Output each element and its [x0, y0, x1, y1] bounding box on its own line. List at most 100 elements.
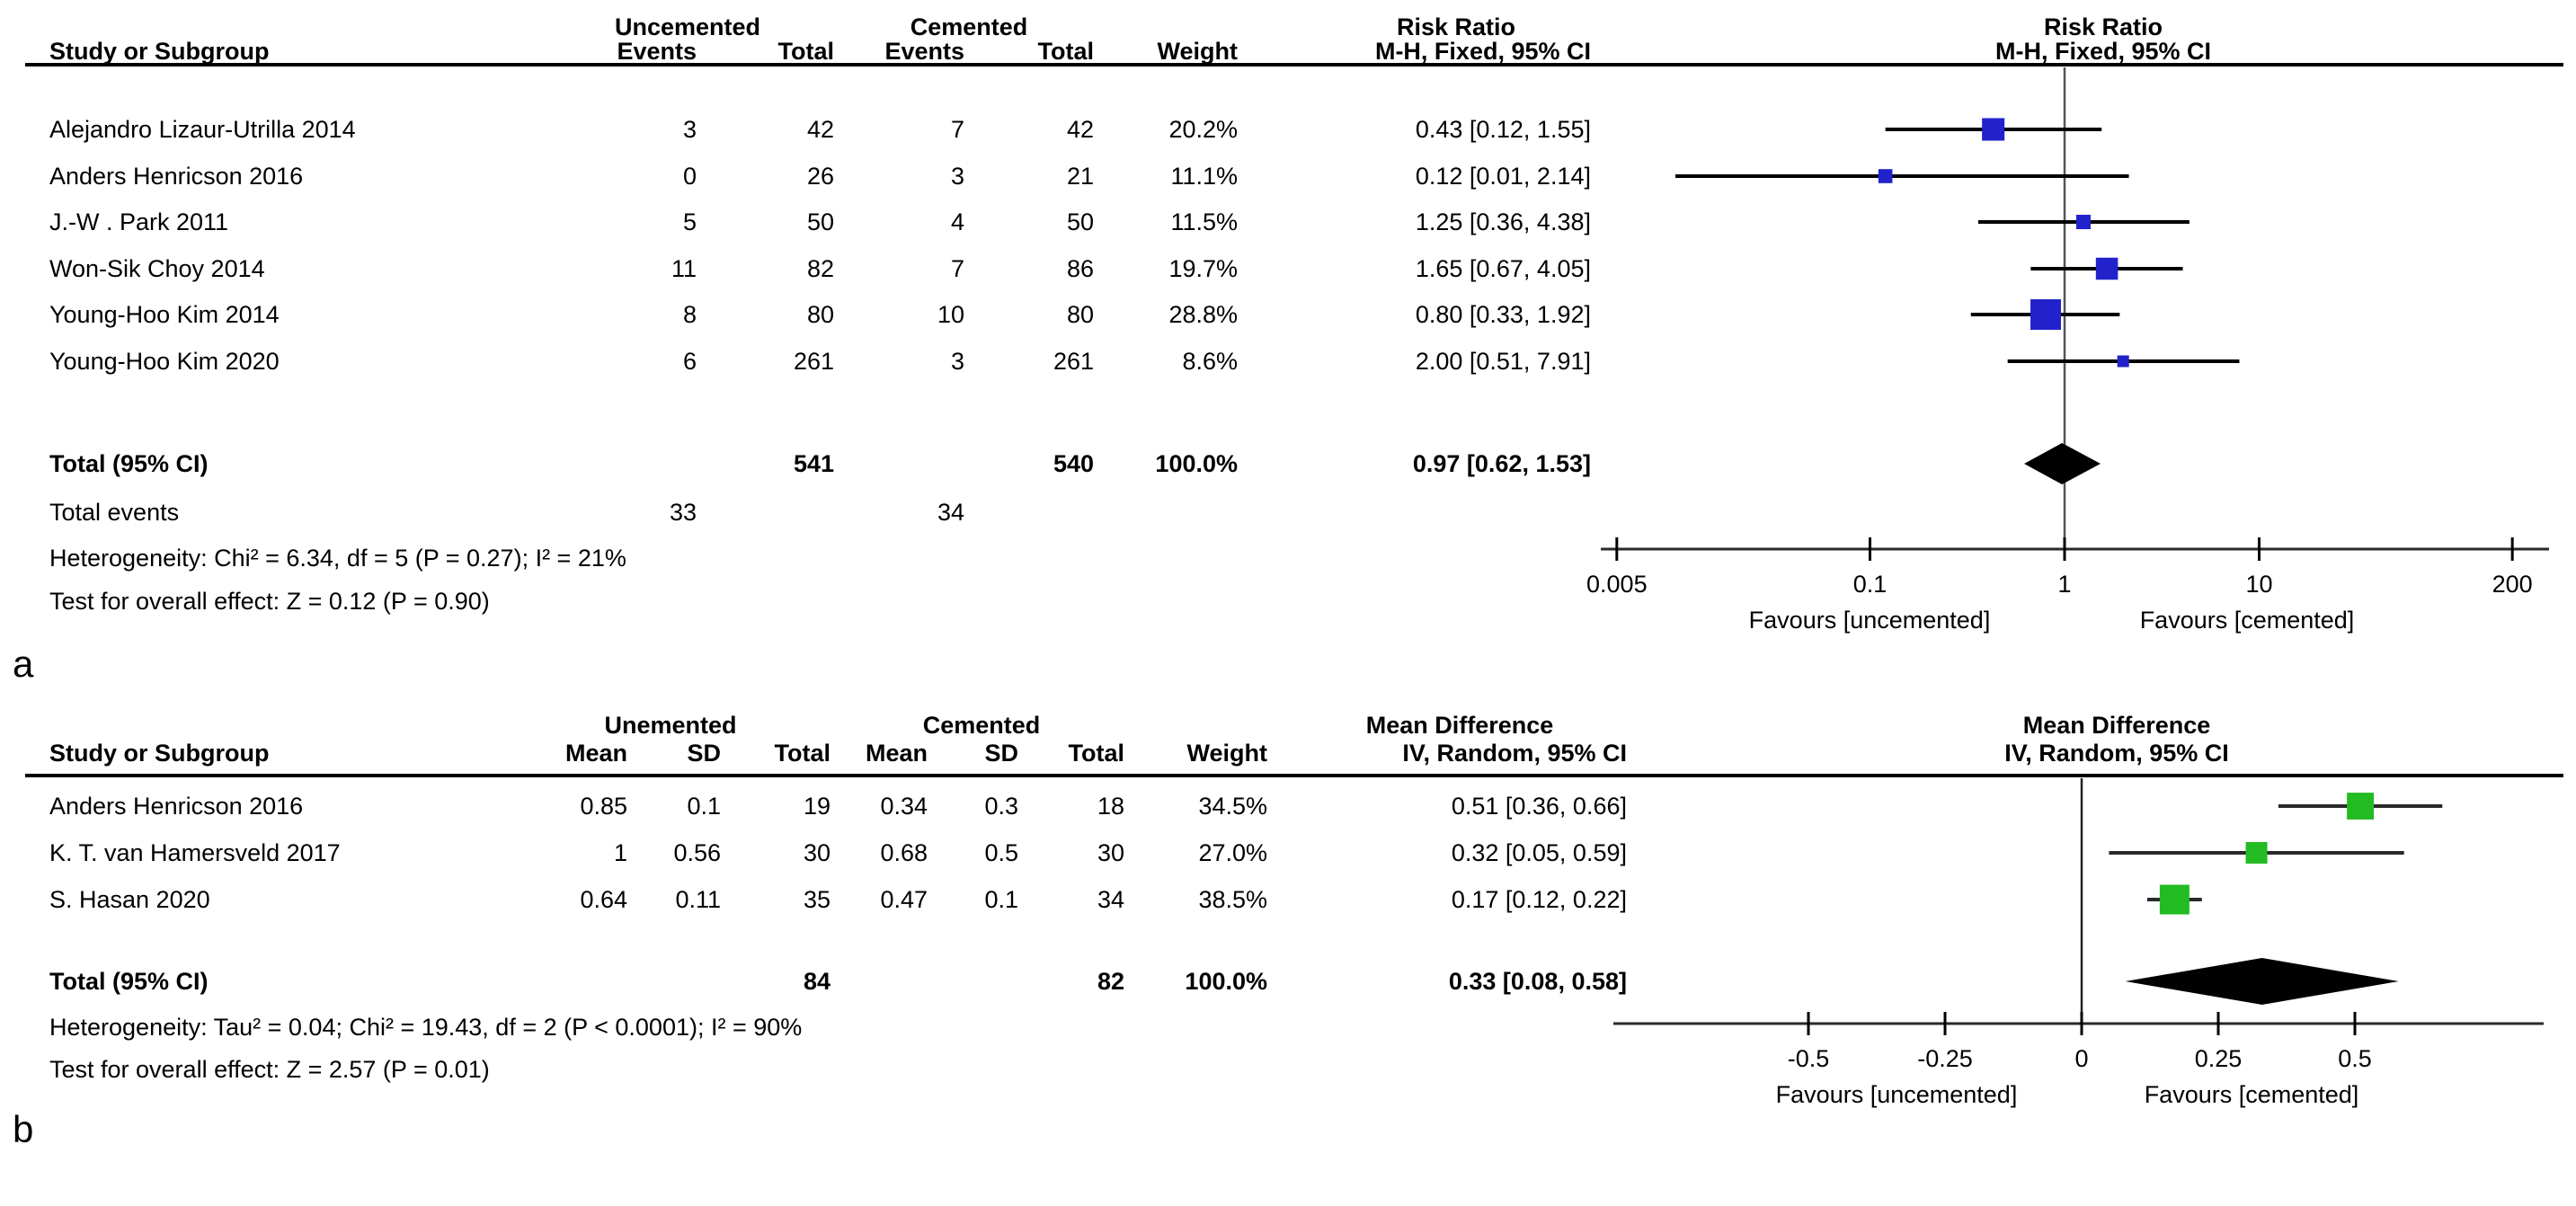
column-header: Total — [774, 740, 831, 767]
table-cell: 38.5% — [1198, 886, 1267, 913]
axis-tick-label: 0.5 — [2338, 1045, 2372, 1072]
table-cell: 1.65 [0.67, 4.05] — [1415, 255, 1591, 282]
axis-tick-label: 0.25 — [2194, 1045, 2243, 1072]
total-label: Total (95% CI) — [49, 450, 209, 477]
column-header: SD — [687, 740, 721, 767]
table-cell: 82 — [806, 255, 834, 282]
table-cell: 2.00 [0.51, 7.91] — [1415, 348, 1591, 375]
group-header: Risk Ratio — [1396, 13, 1516, 40]
favours-left-label: Favours [uncemented] — [1748, 607, 1991, 634]
column-header: IV, Random, 95% CI — [1402, 740, 1627, 767]
total-cell: 84 — [803, 968, 831, 995]
table-cell: 30 — [803, 839, 831, 866]
table-cell: 34 — [1097, 886, 1124, 913]
study-name: Won-Sik Choy 2014 — [49, 255, 265, 282]
table-cell: 26 — [806, 163, 834, 190]
table-cell: 35 — [803, 886, 831, 913]
total-cell: 100.0% — [1185, 968, 1267, 995]
table-cell: 0.3 — [984, 793, 1018, 820]
forest-square — [1982, 118, 2005, 141]
column-header: Weight — [1186, 740, 1268, 767]
group-header: Mean Difference — [1365, 712, 1554, 739]
forest-square — [2245, 842, 2268, 864]
table-cell: 0.34 — [880, 793, 928, 820]
study-name: Young-Hoo Kim 2014 — [49, 301, 280, 328]
column-header: Events — [617, 38, 697, 65]
column-header: Total — [1037, 38, 1095, 65]
table-cell: 4 — [950, 208, 964, 235]
total-events-value: 33 — [669, 499, 697, 526]
total-events-label: Total events — [49, 499, 180, 526]
axis-tick-label: 200 — [2492, 571, 2533, 598]
forest-square — [2347, 793, 2375, 820]
total-cell: 82 — [1097, 968, 1124, 995]
table-cell: 10 — [937, 301, 964, 328]
summary-diamond — [2125, 958, 2399, 1005]
overall-effect-text: Test for overall effect: Z = 0.12 (P = 0… — [49, 588, 490, 615]
table-cell: 80 — [806, 301, 834, 328]
table-cell: 0.1 — [984, 886, 1018, 913]
group-header: Risk Ratio — [2043, 13, 2163, 40]
forest-square — [1878, 169, 1893, 183]
study-name: Anders Henricson 2016 — [49, 793, 304, 820]
panel-b-label: b — [13, 1108, 34, 1150]
table-cell: 8.6% — [1182, 348, 1238, 375]
column-header: Mean — [564, 740, 627, 767]
table-cell: 18 — [1097, 793, 1124, 820]
table-cell: 0.12 [0.01, 2.14] — [1415, 163, 1591, 190]
table-cell: 28.8% — [1168, 301, 1238, 328]
table-cell: 0.56 — [673, 839, 721, 866]
column-header: Weight — [1157, 38, 1239, 65]
total-label: Total (95% CI) — [49, 968, 209, 995]
table-cell: 0 — [682, 163, 697, 190]
table-cell: 0.47 — [880, 886, 928, 913]
study-name: Young-Hoo Kim 2020 — [49, 348, 280, 375]
table-cell: 50 — [806, 208, 834, 235]
column-header: M-H, Fixed, 95% CI — [1374, 38, 1591, 65]
table-cell: 0.17 [0.12, 0.22] — [1451, 886, 1627, 913]
column-header: Total — [777, 38, 835, 65]
table-cell: 3 — [950, 163, 964, 190]
panel-a-label: a — [13, 643, 34, 685]
table-cell: 27.0% — [1198, 839, 1267, 866]
column-header: Events — [884, 38, 964, 65]
table-cell: 11.1% — [1170, 163, 1238, 190]
table-cell: 3 — [950, 348, 964, 375]
group-header: Cemented — [922, 712, 1041, 739]
axis-tick-label: -0.25 — [1917, 1045, 1973, 1072]
table-cell: 1.25 [0.36, 4.38] — [1415, 208, 1591, 235]
table-cell: 0.80 [0.33, 1.92] — [1415, 301, 1591, 328]
header-rule — [25, 63, 2563, 67]
column-header: IV, Random, 95% CI — [2004, 740, 2229, 767]
table-cell: 11 — [671, 255, 697, 282]
column-header: Study or Subgroup — [49, 38, 270, 65]
table-cell: 5 — [682, 208, 697, 235]
summary-diamond — [2024, 443, 2101, 484]
table-cell: 0.43 [0.12, 1.55] — [1415, 116, 1591, 143]
group-header: Uncemented — [614, 13, 761, 40]
axis-tick-label: 0 — [2074, 1045, 2089, 1072]
table-cell: 0.11 — [675, 886, 721, 913]
table-cell: 8 — [682, 301, 697, 328]
table-cell: 0.5 — [984, 839, 1018, 866]
table-cell: 261 — [793, 348, 834, 375]
total-cell: 541 — [793, 450, 834, 477]
study-name: S. Hasan 2020 — [49, 886, 210, 913]
total-cell: 100.0% — [1155, 450, 1238, 477]
table-cell: 11.5% — [1170, 208, 1238, 235]
table-cell: 6 — [682, 348, 697, 375]
table-cell: 0.51 [0.36, 0.66] — [1451, 793, 1627, 820]
forest-square — [2095, 257, 2119, 280]
group-header: Cemented — [910, 13, 1028, 40]
column-header: SD — [984, 740, 1018, 767]
table-cell: 34.5% — [1198, 793, 1267, 820]
axis-tick-label: -0.5 — [1787, 1045, 1830, 1072]
forest-square — [2159, 884, 2190, 915]
study-name: J.-W . Park 2011 — [49, 208, 229, 235]
table-cell: 1 — [613, 839, 627, 866]
column-header: Study or Subgroup — [49, 740, 270, 767]
table-cell: 42 — [1066, 116, 1094, 143]
